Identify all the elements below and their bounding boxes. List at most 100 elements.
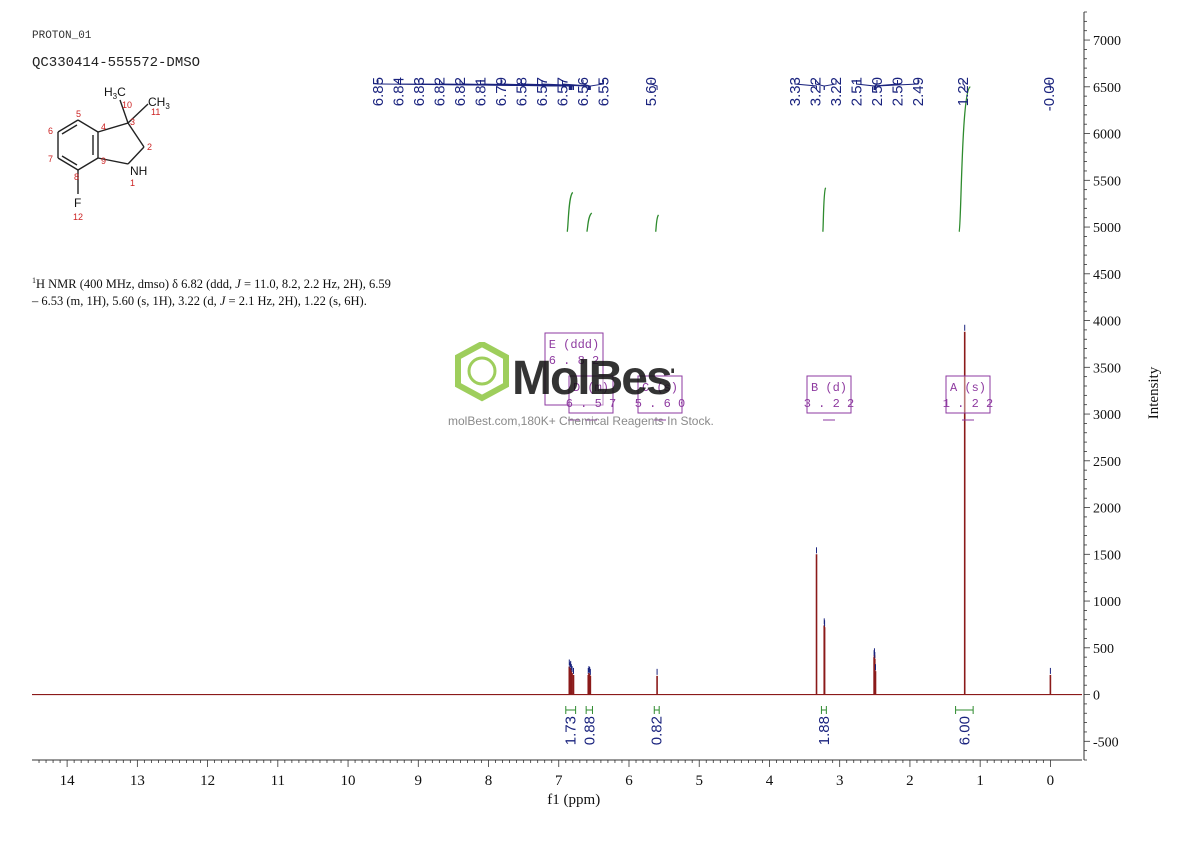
integral-value: 1.73 [563, 716, 580, 745]
multiplet-box [945, 375, 991, 414]
multiplet-shift: 6 . 8 2 [549, 354, 599, 368]
chemical-structure: H3C CH3 NH F 10 11 3 2 1 4 5 6 7 8 9 12 [48, 85, 170, 222]
y-tick-label: 6500 [1093, 81, 1121, 96]
desc-j-1: J [235, 277, 241, 292]
y-tick-label: 0 [1093, 689, 1100, 704]
y-tick-label: 2500 [1093, 455, 1121, 470]
multiplet-label: A (s) [950, 381, 986, 395]
peak-shift-label: 1.22 [955, 77, 972, 106]
sample-id: QC330414-555572-DMSO [32, 55, 201, 71]
x-tick-label: 12 [200, 773, 215, 789]
multiplet-label: E (ddd) [549, 338, 599, 352]
multiplet-shift: 3 . 2 2 [804, 397, 854, 411]
integral-curve [566, 191, 574, 232]
x-tick-label: 11 [271, 773, 285, 789]
peak-label-leader [1048, 80, 1051, 90]
atom-num-12: 12 [73, 212, 83, 222]
peak-label-leader [856, 80, 875, 90]
watermark-logo: MolBest [455, 342, 674, 404]
atom-num-10: 10 [122, 100, 132, 110]
x-tick-label: 6 [625, 773, 633, 789]
x-tick-label: 9 [415, 773, 423, 789]
peak-shift-label: 6.56 [575, 77, 592, 106]
atom-num-3: 3 [130, 117, 135, 127]
peak-label-leader [650, 80, 658, 90]
desc-j-2: J [219, 294, 226, 309]
desc-part-2: = 11.0, 8.2, 2.2 Hz, 2H), 6.59 – 6.53 (m… [32, 277, 391, 309]
integral-curve [958, 86, 971, 233]
peak-label-leader [875, 80, 919, 90]
x-tick-label: 3 [836, 773, 844, 789]
multiplet-box [806, 375, 852, 414]
y-tick-label: 500 [1093, 642, 1114, 657]
multiplet-shift: 1 . 2 2 [943, 397, 993, 411]
peak-shift-label: 3.22 [808, 77, 825, 106]
x-tick-label: 14 [60, 773, 76, 789]
integral-curve [586, 212, 593, 232]
integral-curve [822, 187, 827, 232]
multiplet-label: C (s) [642, 381, 678, 395]
multiplet-label: B (d) [811, 381, 847, 395]
isotope-superscript: 1 [32, 276, 36, 285]
multiplet-shift: 5 . 6 0 [635, 397, 685, 411]
y-tick-label: 4500 [1093, 268, 1121, 283]
multiplet-box [544, 332, 604, 406]
x-axis-title: f1 (ppm) [547, 792, 600, 808]
x-tick-label: 13 [130, 773, 145, 789]
x-tick-label: 0 [1047, 773, 1055, 789]
integral-value: 0.82 [649, 716, 666, 745]
y-tick-label: 2000 [1093, 502, 1121, 517]
x-tick-label: 1 [976, 773, 984, 789]
ring-icon [467, 356, 497, 386]
atom-num-6: 6 [48, 126, 53, 136]
x-tick-label: 10 [341, 773, 356, 789]
f-label: F [74, 196, 81, 210]
desc-part-3: = 2.1 Hz, 2H), 1.22 (s, 6H). [225, 294, 367, 309]
x-tick-label: 2 [906, 773, 914, 789]
atom-num-9: 9 [101, 156, 106, 166]
y-tick-label: 7000 [1093, 34, 1121, 49]
y-tick-label: 1500 [1093, 548, 1121, 563]
integral-value: 1.88 [816, 716, 833, 745]
atom-num-11: 11 [151, 107, 160, 117]
y-tick-label: -500 [1093, 735, 1119, 750]
x-tick-label: 4 [766, 773, 774, 789]
y-tick-label: 5000 [1093, 221, 1121, 236]
h3c-label: H3C [104, 85, 126, 101]
atom-num-7: 7 [48, 154, 53, 164]
nmr-description: 1H NMR (400 MHz, dmso) δ 6.82 (ddd, J = … [32, 272, 392, 310]
x-tick-label: 8 [485, 773, 493, 789]
integral-value: 6.00 [956, 716, 973, 745]
y-tick-label: 5500 [1093, 174, 1121, 189]
y-tick-label: 1000 [1093, 595, 1121, 610]
atom-num-2: 2 [147, 142, 152, 152]
x-tick-label: 7 [555, 773, 563, 789]
multiplet-label: D (m) [573, 381, 609, 395]
peak-label-leader [962, 80, 966, 90]
peak-label-leader [823, 80, 837, 90]
integral-value: 0.88 [581, 716, 598, 745]
multiplet-box [637, 375, 683, 414]
atom-num-1: 1 [130, 178, 135, 188]
y-tick-label: 4000 [1093, 315, 1121, 330]
peak-label-leader [500, 80, 575, 90]
x-tick-label: 5 [695, 773, 703, 789]
hexagon-icon [455, 342, 509, 402]
desc-part-1: H NMR (400 MHz, dmso) δ 6.82 (ddd, [36, 277, 236, 292]
y-tick-label: 3000 [1093, 408, 1121, 423]
integral-curve [655, 214, 660, 232]
nh-label: NH [130, 164, 147, 178]
peak-label-leader [582, 80, 591, 90]
multiplet-box [568, 375, 614, 414]
peak-label-leader [562, 80, 590, 90]
peak-label-leader [794, 80, 818, 90]
brand-name: MolBest [512, 352, 674, 404]
atom-num-5: 5 [76, 109, 81, 119]
peak-shift-label: -0.00 [1041, 77, 1058, 111]
watermark-tagline: molBest.com,180K+ Chemical Reagents In S… [448, 414, 714, 428]
y-tick-label: 3500 [1093, 361, 1121, 376]
atom-num-8: 8 [74, 172, 79, 182]
file-id: PROTON_01 [32, 30, 92, 42]
